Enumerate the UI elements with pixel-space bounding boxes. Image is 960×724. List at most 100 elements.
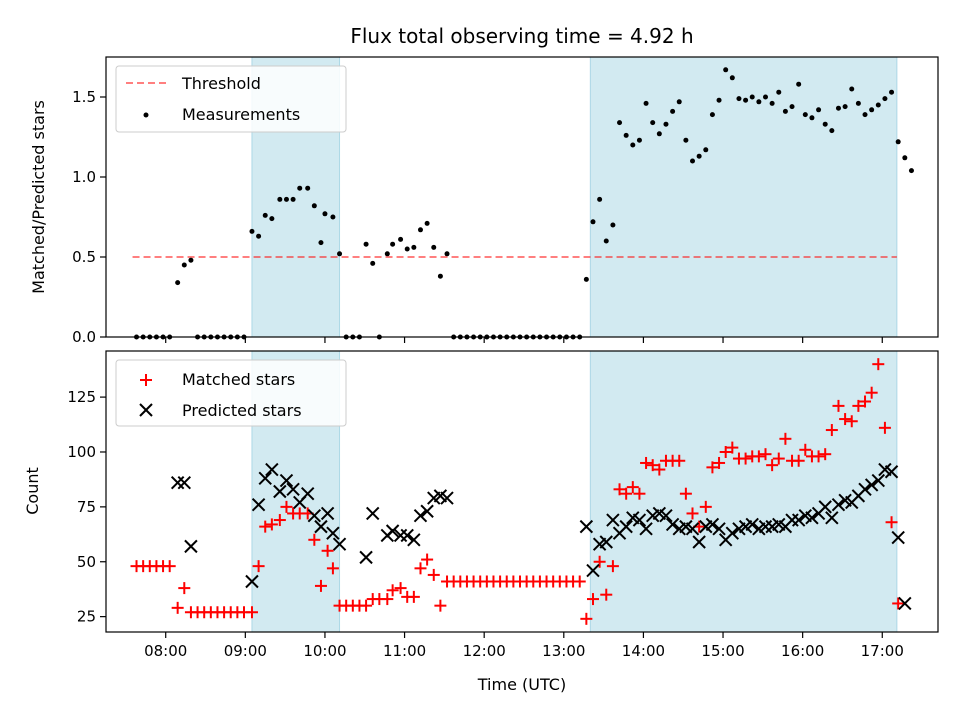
measurement-point (297, 185, 303, 191)
matched-star-marker (872, 358, 885, 371)
y-tick-label: 0.5 (72, 248, 96, 266)
predicted-star-stroke-b (586, 563, 600, 578)
predicted-star-stroke-b (320, 506, 335, 521)
matched-star-marker (839, 413, 852, 426)
measurement-point (829, 128, 835, 134)
matched-star-marker (825, 424, 838, 437)
predicted-star-marker (898, 596, 912, 611)
predicted-star-stroke-b (407, 533, 421, 547)
legend-predicted-swatch (139, 403, 153, 417)
predicted-star-marker (286, 482, 300, 497)
measurement-point (889, 89, 895, 95)
predicted-star-stroke-b (798, 508, 813, 523)
predicted-star-marker (279, 473, 294, 488)
predicted-star-stroke-b (639, 522, 653, 536)
predicted-star-marker (599, 535, 613, 549)
measurement-point (743, 97, 749, 103)
legend-threshold-label: Threshold (181, 74, 261, 93)
predicted-star-stroke-b (599, 535, 613, 549)
measurement-point (283, 196, 289, 202)
predicted-star-stroke-b (273, 484, 287, 499)
predicted-star-stroke-b (898, 596, 912, 611)
measurement-point (749, 94, 755, 100)
predicted-star-stroke-b (712, 522, 726, 536)
measurement-point (789, 104, 795, 110)
measurement-point (437, 273, 443, 279)
measurement-point (431, 244, 437, 250)
measurement-point (363, 241, 369, 247)
x-tick-label: 08:00 (144, 642, 187, 660)
chart-title: Flux total observing time = 4.92 h (350, 24, 693, 48)
predicted-star-stroke-b (326, 526, 340, 540)
predicted-star-stroke-b (258, 471, 272, 486)
predicted-star-marker (258, 471, 272, 486)
predicted-star-stroke-b (265, 462, 279, 477)
predicted-star-stroke-b (440, 491, 454, 505)
measurement-point (875, 102, 881, 108)
legend-measurements-label: Measurements (182, 105, 300, 124)
predicted-star-stroke-b (831, 497, 846, 512)
measurement-point (249, 228, 255, 234)
measurement-point (855, 100, 861, 106)
predicted-star-stroke-b (286, 482, 300, 497)
x-tick-label: 14:00 (622, 642, 665, 660)
measurement-point (384, 251, 390, 257)
measurement-point (729, 75, 735, 81)
matched-star-marker (245, 606, 258, 619)
predicted-star-marker (400, 528, 414, 543)
measurement-point (610, 222, 616, 228)
measurement-point (256, 233, 262, 239)
matched-star-marker (280, 500, 293, 513)
matched-star-marker (586, 593, 599, 606)
predicted-star-marker (332, 537, 347, 551)
measurement-point (330, 214, 336, 220)
measurement-point (411, 244, 417, 250)
measurement-point (417, 227, 423, 233)
predicted-star-marker (619, 519, 633, 534)
measurement-point (842, 104, 848, 110)
predicted-star-marker (659, 508, 673, 523)
x-axis-label: Time (UTC) (477, 675, 566, 694)
measurement-point (623, 132, 629, 138)
measurement-point (862, 112, 868, 118)
measurement-point (583, 276, 589, 282)
y-tick-label: 75 (77, 498, 96, 516)
predicted-star-stroke-b (307, 508, 322, 523)
bottom-x-ticks: 08:00 09:00 10:00 11:00 12:00 13:00 14:00 15:00… (144, 632, 904, 660)
matched-star-marker (792, 454, 805, 467)
matched-star-marker (573, 575, 586, 588)
matched-star-marker (580, 612, 593, 625)
matched-star-marker (852, 399, 865, 412)
matched-star-marker (326, 562, 339, 575)
predicted-star-marker (413, 508, 428, 523)
predicted-star-marker (891, 530, 905, 545)
bottom-axes-frame (105, 350, 939, 633)
top-y-axis-label: Matched/Predicted stars (29, 100, 48, 294)
measurement-point (709, 112, 715, 118)
matched-star-marker (593, 555, 606, 568)
measurement-point (636, 137, 642, 143)
matched-star-marker (606, 560, 619, 573)
measurement-point (337, 251, 343, 257)
predicted-star-stroke-b (177, 476, 191, 490)
measurement-point (269, 216, 275, 222)
predicted-star-stroke-b (632, 513, 647, 527)
predicted-star-stroke-b (314, 519, 328, 534)
y-tick-label: 125 (67, 388, 96, 406)
measurement-point (869, 107, 875, 113)
matched-star-marker (865, 386, 878, 399)
bottom-legend-box (115, 359, 347, 427)
measurement-point (816, 107, 822, 113)
predicted-star-marker (273, 484, 287, 499)
matched-star-marker (646, 459, 659, 472)
predicted-star-marker (745, 517, 759, 532)
matched-star-points (130, 358, 905, 625)
predicted-star-stroke-b (878, 462, 892, 477)
predicted-star-marker (359, 550, 373, 565)
predicted-star-marker (791, 513, 806, 527)
matched-star-marker (381, 593, 394, 606)
x-tick-label: 16:00 (781, 642, 824, 660)
measurement-point (390, 241, 396, 247)
measurement-point (650, 120, 656, 126)
